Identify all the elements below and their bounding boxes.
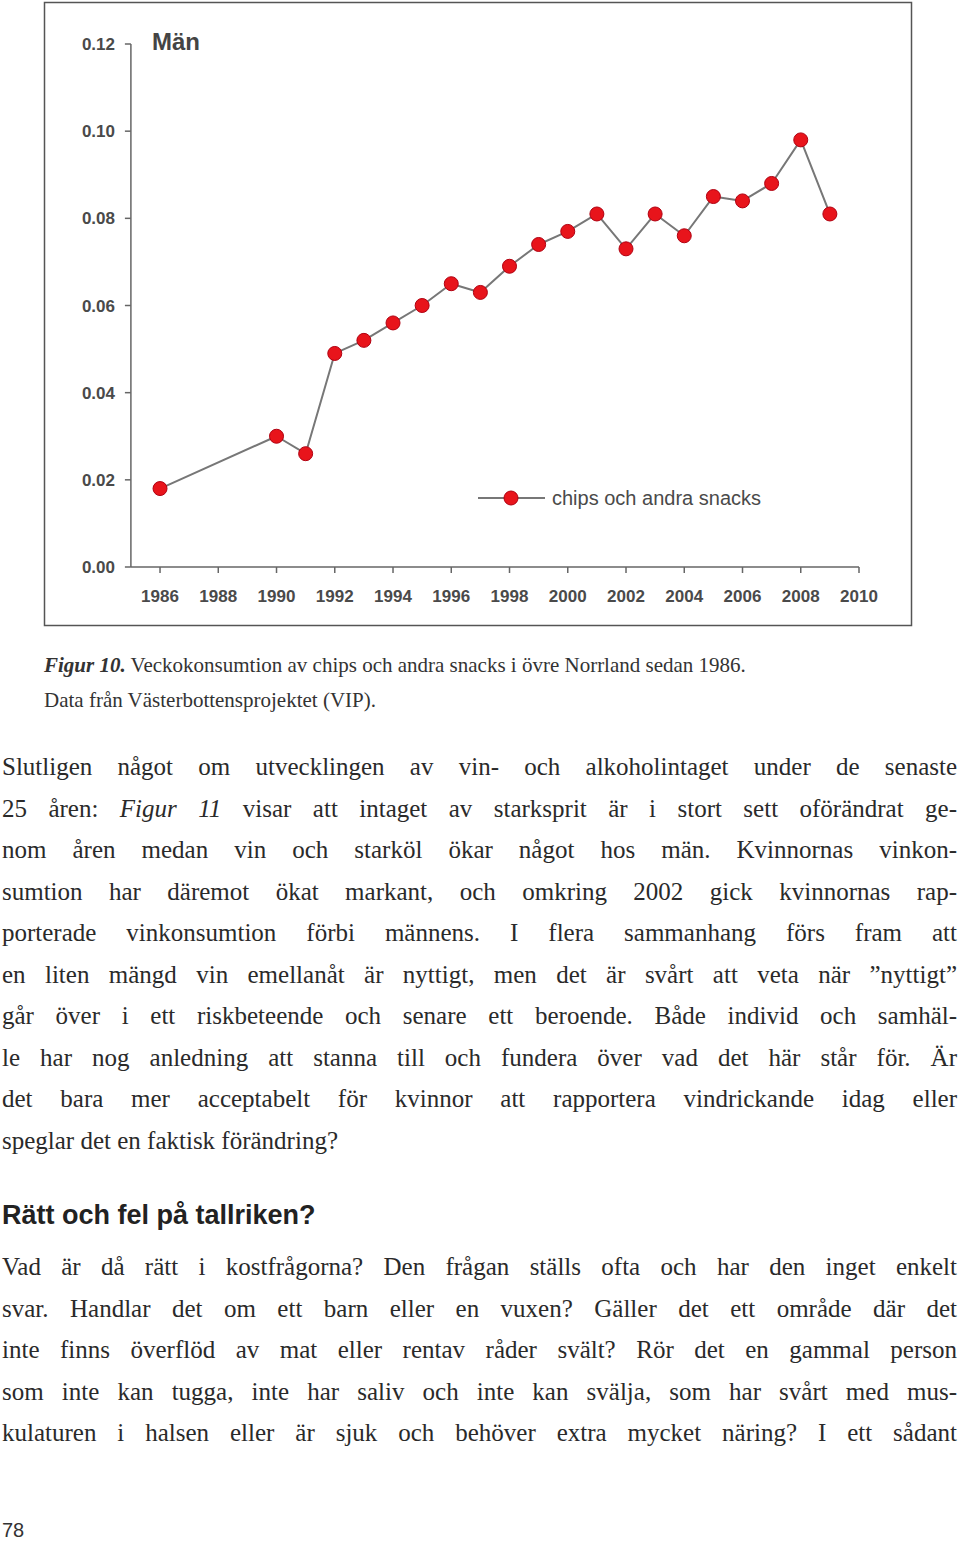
text-segment: visar att intaget av starksprit är i sto…: [221, 795, 957, 822]
y-tick: [125, 305, 131, 307]
x-tick-label: 1994: [374, 587, 412, 606]
point-marker: [532, 237, 546, 251]
point-marker: [677, 229, 691, 243]
point-marker: [299, 447, 313, 461]
point-marker: [386, 316, 400, 330]
page-number: 78: [2, 1517, 24, 1543]
text-line: Vad är då rätt i kostfrågorna? Den fråga…: [2, 1246, 957, 1288]
y-tick: [125, 43, 131, 45]
plot-area: [153, 133, 837, 496]
text-line: som inte kan tugga, inte har saliv och i…: [2, 1371, 957, 1413]
x-tick-label: 1988: [199, 587, 237, 606]
y-tick-label: 0.04: [82, 384, 116, 403]
point-marker: [415, 299, 429, 313]
text-line: går över i ett riskbeteende och senare e…: [2, 995, 957, 1037]
point-marker: [270, 429, 284, 443]
text-line: sumtion har däremot ökat markant, och om…: [2, 871, 957, 913]
section-heading: Rätt och fel på tallriken?: [2, 1197, 316, 1233]
point-marker: [357, 333, 371, 347]
point-marker: [473, 285, 487, 299]
text-line: inte finns överflöd av mat eller rentav …: [2, 1329, 957, 1371]
caption-line: Data från Västerbottensprojektet (VIP).: [44, 685, 376, 715]
text-line: 25 åren: Figur 11 visar att intaget av s…: [2, 788, 957, 830]
chart-frame: [45, 3, 912, 626]
x-tick-label: 1986: [141, 587, 179, 606]
x-tick: [625, 567, 627, 573]
text-line: Slutligen något om utvecklingen av vin- …: [2, 746, 957, 788]
text-segment: 25 åren:: [2, 795, 120, 822]
text-line: speglar det en faktisk förändring?: [2, 1120, 957, 1162]
x-tick: [800, 567, 802, 573]
page: 0.00 0.02 0.04 0.06 0.08 0.10 0.12 1986 1988 1990…: [0, 0, 960, 1543]
point-marker: [736, 194, 750, 208]
x-tick: [159, 567, 161, 573]
point-marker: [794, 133, 808, 147]
point-marker: [590, 207, 604, 221]
x-tick: [276, 567, 278, 573]
y-tick-label: 0.10: [82, 122, 115, 141]
point-marker: [503, 259, 517, 273]
x-tick: [509, 567, 511, 573]
x-tick: [742, 567, 744, 573]
point-marker: [561, 224, 575, 238]
text-line: det bara mer acceptabelt för kvinnor att…: [2, 1078, 957, 1120]
point-marker: [444, 277, 458, 291]
point-marker: [765, 176, 779, 190]
point-marker: [648, 207, 662, 221]
caption-line: Figur 10. Veckokonsumtion av chips och a…: [44, 650, 746, 680]
y-tick-label: 0.08: [82, 209, 115, 228]
y-tick: [125, 566, 131, 568]
text-line: en liten mängd vin emellanåt är nyttigt,…: [2, 954, 957, 996]
x-tick: [684, 567, 686, 573]
x-tick-label: 2004: [665, 587, 703, 606]
x-tick: [567, 567, 569, 573]
y-tick-label: 0.02: [82, 471, 115, 490]
x-tick-label: 2006: [724, 587, 762, 606]
chart: 0.00 0.02 0.04 0.06 0.08 0.10 0.12 1986 1988 1990…: [0, 0, 960, 640]
x-tick: [392, 567, 394, 573]
x-tick-label: 2008: [782, 587, 820, 606]
x-tick-label: 2010: [840, 587, 878, 606]
x-tick-label: 1992: [316, 587, 354, 606]
text-line: nom åren medan vin och starköl ökar någo…: [2, 829, 957, 871]
chart-title: Män: [152, 28, 200, 55]
series-line: [160, 140, 830, 489]
caption-label: Figur 10.: [44, 653, 126, 677]
y-tick: [125, 130, 131, 132]
x-tick-label: 2000: [549, 587, 587, 606]
y-tick-label: 0.00: [82, 558, 115, 577]
x-tick-label: 1996: [432, 587, 470, 606]
text-line: kulaturen i halsen eller är sjuk och beh…: [2, 1412, 957, 1454]
point-marker: [328, 346, 342, 360]
y-tick: [125, 479, 131, 481]
text-line: le har nog anledning att stanna till och…: [2, 1037, 957, 1079]
x-tick: [858, 567, 860, 573]
legend-marker: [504, 491, 518, 505]
point-marker: [619, 242, 633, 256]
text-line: svar. Handlar det om ett barn eller en v…: [2, 1288, 957, 1330]
x-axis: [131, 566, 859, 568]
x-tick-label: 1990: [258, 587, 296, 606]
x-tick: [334, 567, 336, 573]
text-segment: Figur 11: [120, 795, 222, 822]
caption-text: Data från Västerbottensprojektet (VIP).: [44, 688, 376, 712]
point-marker: [153, 482, 167, 496]
caption-text: Veckokonsumtion av chips och andra snack…: [131, 653, 746, 677]
y-tick: [125, 392, 131, 394]
x-tick: [218, 567, 220, 573]
legend-label: chips och andra snacks: [552, 487, 761, 509]
point-marker: [706, 190, 720, 204]
y-tick: [125, 218, 131, 220]
y-tick-label: 0.12: [82, 35, 115, 54]
point-marker: [823, 207, 837, 221]
x-tick-label: 2002: [607, 587, 645, 606]
y-tick-label: 0.06: [82, 297, 115, 316]
text-line: porterade vinkonsumtion förbi männens. I…: [2, 912, 957, 954]
x-tick-label: 1998: [491, 587, 529, 606]
x-tick: [451, 567, 453, 573]
